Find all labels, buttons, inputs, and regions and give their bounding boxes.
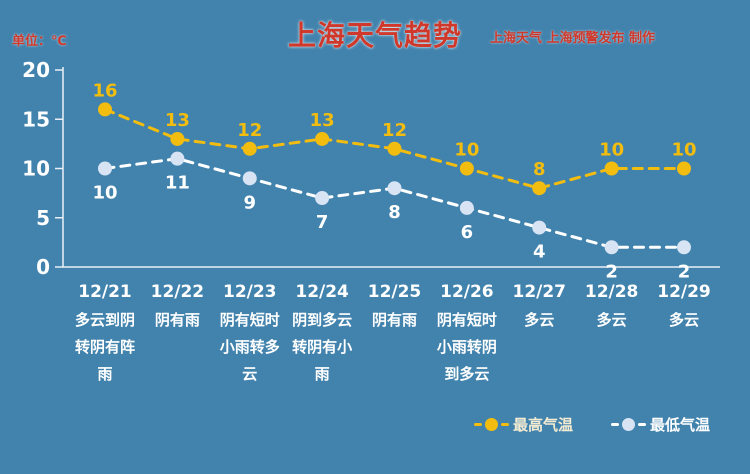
- high-temp-point: [604, 161, 619, 176]
- high-temp-point: [170, 131, 185, 146]
- low-temp-point: [459, 200, 474, 215]
- high-temp-point: [387, 141, 402, 156]
- legend-item-low: 最低气温: [610, 414, 710, 435]
- credit-text: 上海天气 上海预警发布 制作: [490, 31, 656, 46]
- low-temp-point: [315, 191, 330, 206]
- high-temp-value-label: 12: [237, 120, 262, 141]
- high-temp-value-label: 12: [382, 120, 407, 141]
- high-temp-value-label: 13: [310, 110, 335, 131]
- high-temp-point: [532, 181, 547, 196]
- y-tick-label: 5: [36, 206, 50, 230]
- y-tick-label: 20: [22, 58, 50, 82]
- high-temp-point: [677, 161, 691, 176]
- low-temp-point: [677, 240, 691, 255]
- y-tick-label: 10: [22, 157, 50, 181]
- unit-label: 单位：℃: [12, 34, 67, 49]
- low-temp-point: [98, 161, 112, 176]
- high-temp-value-label: 13: [165, 110, 190, 131]
- low-temp-point: [170, 151, 185, 166]
- low-temp-point: [604, 240, 619, 255]
- low-temp-point: [387, 181, 402, 196]
- high-temp-value-label: 10: [671, 140, 696, 161]
- low-temp-value-label: 7: [316, 212, 329, 233]
- low-temp-value-label: 6: [461, 222, 474, 243]
- y-tick-label: 0: [36, 255, 50, 279]
- low-temp-value-label: 11: [165, 173, 190, 194]
- high-temp-point: [459, 161, 474, 176]
- legend-item-high: 最高气温: [473, 414, 573, 435]
- high-temp-point: [315, 131, 330, 146]
- high-temp-marker-icon: [473, 418, 509, 431]
- high-temp-value-label: 10: [454, 140, 479, 161]
- high-temp-point: [242, 141, 257, 156]
- low-temp-point: [242, 171, 257, 186]
- legend-label-high: 最高气温: [512, 416, 573, 434]
- high-temp-point: [98, 102, 112, 117]
- low-temp-point: [532, 220, 547, 235]
- low-temp-value-label: 4: [533, 242, 546, 263]
- low-temp-marker-icon: [610, 418, 646, 431]
- low-temp-value-label: 8: [388, 202, 401, 223]
- high-temp-value-label: 8: [533, 159, 546, 180]
- low-temp-value-label: 2: [605, 261, 618, 282]
- low-temp-value-label: 2: [678, 261, 691, 282]
- page-title: 上海天气趋势: [287, 19, 462, 52]
- high-temp-value-label: 10: [599, 140, 624, 161]
- chart-legend: 最高气温 最低气温: [473, 414, 710, 435]
- high-temp-value-label: 16: [92, 80, 117, 101]
- low-temp-value-label: 9: [243, 192, 256, 213]
- low-temp-value-label: 10: [92, 183, 117, 204]
- legend-label-low: 最低气温: [649, 416, 710, 434]
- y-tick-label: 15: [22, 107, 50, 131]
